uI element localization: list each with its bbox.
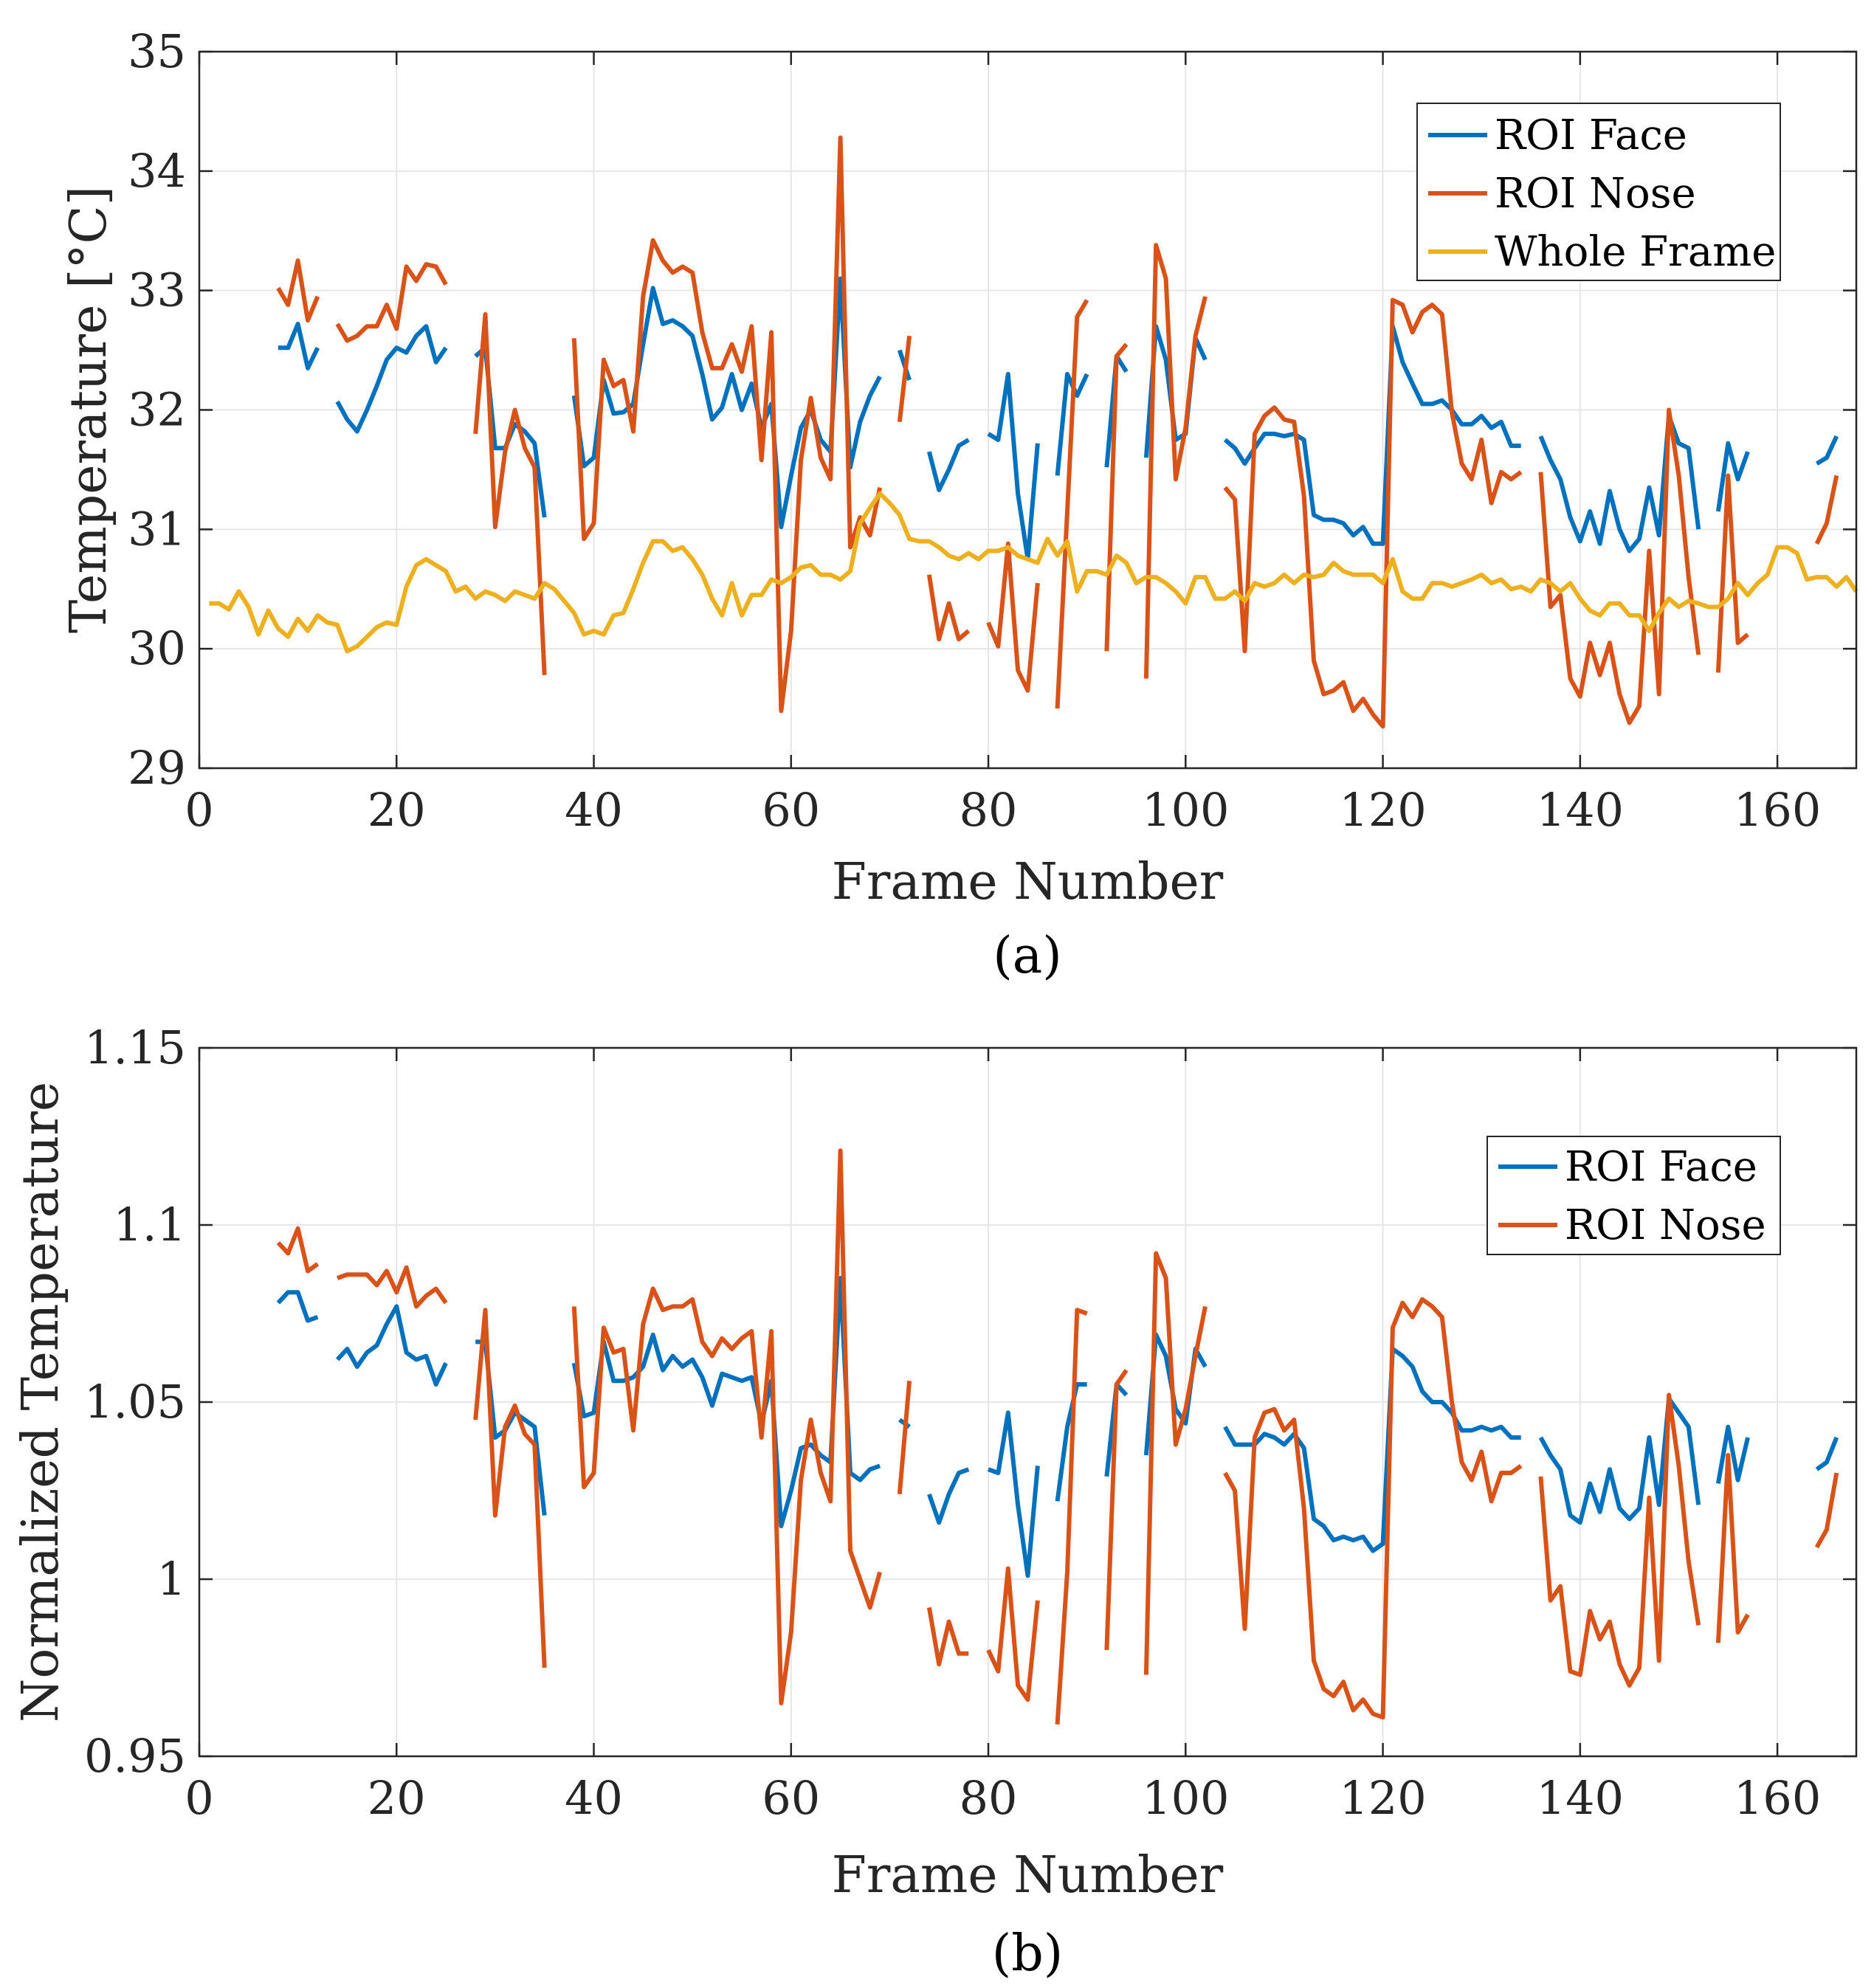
series-line-roi-nose <box>571 1148 882 1705</box>
series-line-roi-face <box>335 1304 448 1387</box>
series-line-roi-face <box>987 372 1040 562</box>
series-line-roi-nose <box>1143 243 1208 679</box>
series-line-roi-face <box>987 1410 1040 1578</box>
series-line-roi-face <box>926 438 970 492</box>
series-line-roi-nose <box>926 1606 969 1667</box>
chart-panel-a: 0 20 40 60 80 100 120 140 160 29 30 31 32 33 34 35 Fra… <box>60 24 1859 985</box>
y-tick-label: 32 <box>128 383 186 437</box>
series-line-roi-nose <box>897 335 912 423</box>
y-tick-label: 29 <box>128 741 186 795</box>
legend-label-whole-frame: Whole Frame <box>1495 228 1776 276</box>
series-line-roi-nose <box>986 541 1040 693</box>
series-line-roi-face <box>1715 1424 1750 1484</box>
y-tick-labels: 29 30 31 32 33 34 35 <box>128 24 186 795</box>
legend-label-roi-face: ROI Face <box>1495 111 1687 159</box>
legend-label-roi-face: ROI Face <box>1565 1143 1757 1191</box>
x-tick-labels: 0 20 40 60 80 100 120 140 160 <box>185 783 1821 837</box>
x-tick-label: 120 <box>1339 783 1426 837</box>
panel-caption: (a) <box>993 927 1062 985</box>
x-tick-label: 0 <box>185 1771 213 1825</box>
y-tick-label: 31 <box>128 502 186 556</box>
series-line-roi-nose <box>276 1226 320 1274</box>
legend: ROI Face ROI Nose <box>1487 1136 1781 1255</box>
x-tick-label: 60 <box>762 783 820 837</box>
x-tick-label: 140 <box>1537 1771 1624 1825</box>
series-line-roi-face <box>278 322 320 370</box>
series-line-roi-nose <box>986 1566 1040 1702</box>
y-axis-label: Normalized Temperature <box>12 1082 70 1722</box>
series-line-roi-nose <box>1055 1308 1088 1725</box>
chart-panel-b: 0 20 40 60 80 100 120 140 160 0.95 1 1.05 1.1 1.15 F… <box>12 1021 1858 1983</box>
y-tick-label: 35 <box>128 24 186 78</box>
x-tick-label: 60 <box>762 1771 820 1825</box>
series-line-roi-face <box>927 1467 970 1525</box>
y-tick-label: 0.95 <box>84 1729 186 1783</box>
series-line-roi-nose <box>1814 474 1839 545</box>
axes-box <box>198 50 1858 770</box>
y-tick-label: 1.05 <box>84 1375 186 1429</box>
series-line-roi-nose <box>1538 1392 1701 1688</box>
series-line-roi-nose <box>1814 1472 1839 1549</box>
legend: ROI Face ROI Nose Whole Frame <box>1416 103 1781 281</box>
series-line-roi-face <box>335 324 448 434</box>
x-axis-label: Frame Number <box>832 853 1224 911</box>
x-axis-label: Frame Number <box>832 1846 1224 1905</box>
panel-caption: (b) <box>992 1925 1064 1983</box>
x-tick-label: 160 <box>1734 783 1821 837</box>
series-line-whole-frame <box>209 491 1859 654</box>
x-tick-label: 100 <box>1142 1771 1229 1825</box>
series-line-roi-nose <box>1538 407 1701 725</box>
x-tick-label: 40 <box>565 1771 623 1825</box>
plot-lines <box>209 135 1859 729</box>
y-tick-label: 1.15 <box>84 1021 186 1074</box>
series-line-roi-face <box>1815 1436 1839 1471</box>
series-line-roi-nose <box>571 135 883 714</box>
series-line-roi-face <box>276 1290 319 1323</box>
series-line-roi-face <box>1223 324 1521 546</box>
x-tick-label: 160 <box>1734 1771 1821 1825</box>
y-tick-label: 30 <box>128 621 186 675</box>
x-tick-label: 0 <box>185 783 213 837</box>
x-tick-label: 120 <box>1339 1771 1426 1825</box>
series-line-roi-face <box>1715 441 1750 512</box>
x-tick-label: 80 <box>960 783 1018 837</box>
x-tick-label: 140 <box>1537 783 1624 837</box>
y-tick-label: 1 <box>157 1552 186 1606</box>
series-line-roi-nose <box>473 1308 547 1668</box>
series-line-roi-face <box>1815 435 1839 466</box>
y-tick-label: 33 <box>128 263 186 317</box>
y-axis-label: Temperature [°C] <box>60 186 118 633</box>
series-line-roi-nose <box>473 312 547 675</box>
x-tick-labels: 0 20 40 60 80 100 120 140 160 <box>185 1771 1821 1825</box>
series-line-roi-nose <box>1143 1251 1208 1675</box>
x-tick-label: 100 <box>1142 783 1229 837</box>
series-line-roi-nose <box>897 1380 912 1495</box>
series-line-roi-nose <box>1055 299 1089 709</box>
series-line-roi-nose <box>1715 1453 1750 1643</box>
y-tick-label: 34 <box>128 144 186 198</box>
series-line-roi-face <box>1223 1347 1521 1553</box>
x-tick-label: 40 <box>565 783 623 837</box>
series-line-roi-nose <box>276 258 320 323</box>
series-line-roi-nose <box>337 1265 448 1309</box>
series-line-roi-nose <box>926 574 971 642</box>
legend-label-roi-nose: ROI Nose <box>1565 1201 1766 1249</box>
x-tick-label: 20 <box>368 1771 426 1825</box>
axes-box <box>198 1046 1858 1758</box>
x-tick-label: 20 <box>368 783 426 837</box>
y-tick-label: 1.1 <box>113 1198 186 1252</box>
plot-lines <box>276 1148 1839 1725</box>
series-line-roi-face <box>571 276 882 530</box>
legend-label-roi-nose: ROI Nose <box>1495 170 1696 218</box>
series-line-roi-nose <box>1104 342 1129 652</box>
series-line-roi-nose <box>1223 1297 1523 1720</box>
series-line-roi-nose <box>1715 473 1749 673</box>
x-tick-label: 80 <box>960 1771 1018 1825</box>
series-line-roi-nose <box>335 262 448 343</box>
y-tick-labels: 0.95 1 1.05 1.1 1.15 <box>84 1021 186 1783</box>
series-line-roi-nose <box>1223 297 1523 729</box>
series-line-roi-nose <box>1104 1369 1129 1651</box>
